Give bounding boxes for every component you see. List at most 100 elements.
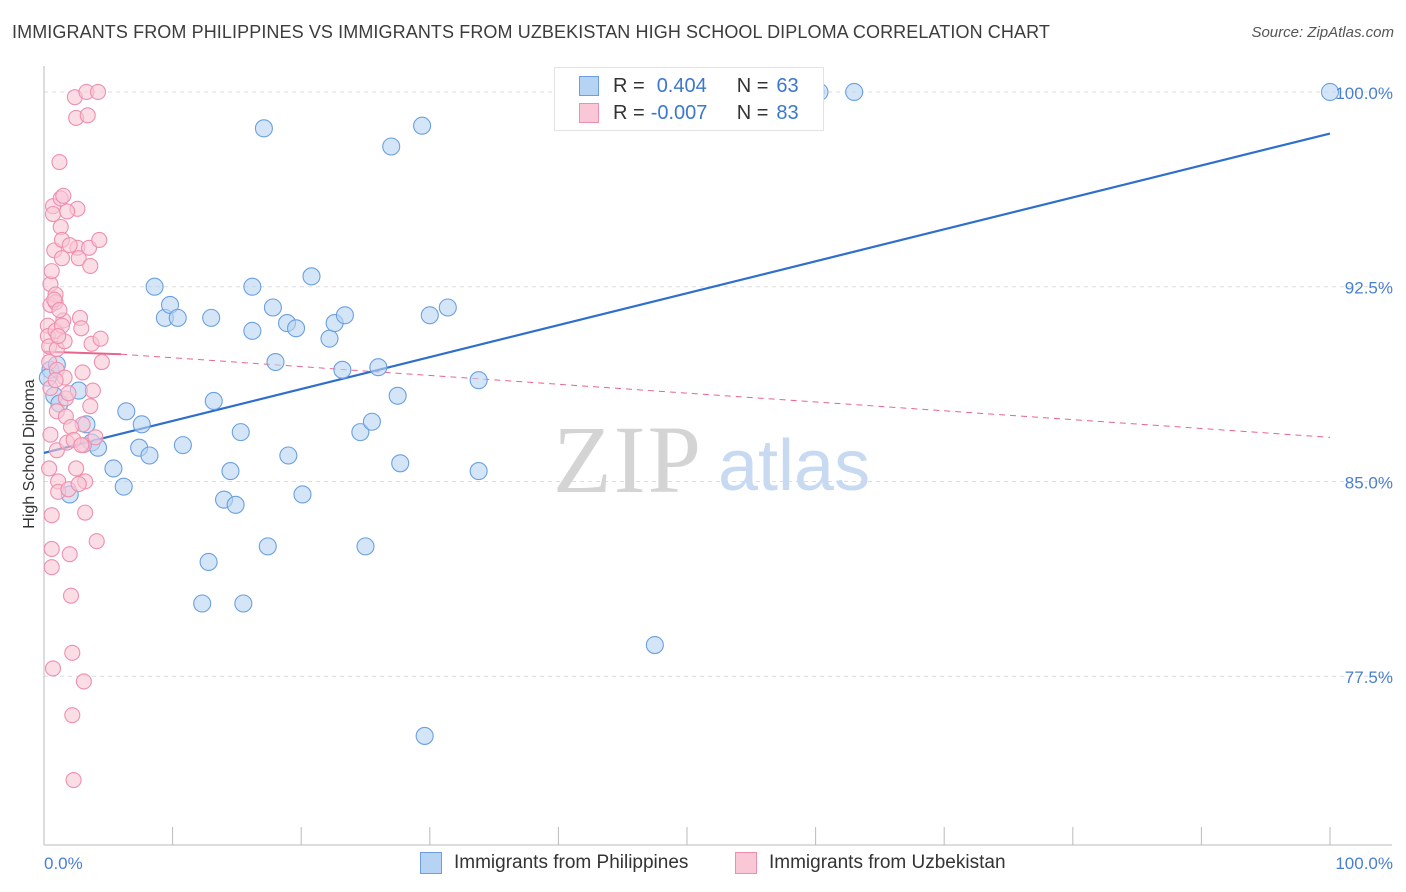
point-philippines — [391, 454, 410, 473]
point-uzbekistan — [41, 460, 58, 477]
legend-item-uzbekistan: Immigrants from Uzbekistan — [735, 852, 1006, 874]
point-philippines — [117, 402, 136, 421]
point-uzbekistan — [79, 107, 96, 124]
point-philippines — [388, 386, 407, 405]
point-uzbekistan — [88, 533, 105, 550]
point-philippines — [469, 462, 488, 481]
point-philippines — [351, 423, 370, 442]
point-uzbekistan — [74, 364, 91, 381]
point-philippines — [413, 116, 432, 135]
point-uzbekistan — [92, 330, 109, 347]
series-legend: Immigrants from Philippines Immigrants f… — [0, 852, 1406, 878]
point-philippines — [263, 298, 282, 317]
n-value-uzbekistan: 83 — [776, 101, 799, 124]
point-philippines — [168, 308, 187, 327]
point-uzbekistan — [73, 437, 90, 454]
blue-swatch — [579, 76, 599, 96]
point-uzbekistan — [43, 263, 60, 280]
point-philippines — [140, 446, 159, 465]
legend-label-uzbekistan: Immigrants from Uzbekistan — [769, 852, 1006, 873]
point-uzbekistan — [82, 257, 99, 274]
point-philippines — [204, 391, 223, 411]
point-uzbekistan — [91, 231, 108, 249]
point-uzbekistan — [43, 540, 60, 558]
point-uzbekistan — [73, 320, 90, 337]
blue-swatch — [420, 852, 442, 874]
point-philippines — [845, 82, 864, 102]
point-philippines — [234, 594, 253, 613]
x-tick-label: 0.0% — [44, 854, 83, 873]
point-uzbekistan — [84, 382, 101, 399]
legend-row-uzbekistan: R = -0.007 N = 83 — [579, 100, 799, 126]
y-tick-label: 100.0% — [1335, 84, 1393, 103]
source-credit: Source: ZipAtlas.com — [1251, 24, 1394, 41]
point-uzbekistan — [68, 460, 85, 477]
point-philippines — [202, 308, 221, 327]
pink-swatch — [735, 852, 757, 874]
point-uzbekistan — [77, 504, 94, 521]
point-uzbekistan — [64, 644, 81, 661]
point-philippines — [226, 495, 245, 514]
r-value-philippines: 0.404 — [656, 74, 707, 97]
point-uzbekistan — [62, 418, 80, 435]
point-uzbekistan — [47, 372, 64, 389]
point-philippines — [382, 137, 401, 156]
point-uzbekistan — [51, 154, 68, 171]
tick-labels: 77.5% 85.0% 92.5% 100.0% 0.0% 100.0% — [44, 84, 1393, 873]
chart-title: IMMIGRANTS FROM PHILIPPINES VS IMMIGRANT… — [12, 22, 1050, 42]
y-tick-label: 85.0% — [1345, 473, 1393, 492]
point-philippines — [243, 277, 262, 296]
point-uzbekistan — [55, 187, 72, 204]
point-philippines — [438, 298, 457, 317]
point-uzbekistan — [44, 205, 62, 223]
point-philippines — [266, 352, 285, 372]
point-philippines — [320, 329, 339, 348]
point-uzbekistan — [44, 660, 62, 677]
pink-swatch — [579, 103, 599, 123]
point-philippines — [420, 306, 439, 325]
point-philippines — [293, 485, 312, 504]
point-philippines — [254, 119, 273, 138]
point-philippines — [221, 462, 240, 481]
r-value-uzbekistan: -0.007 — [650, 101, 708, 124]
point-philippines — [279, 446, 298, 465]
point-uzbekistan — [93, 353, 110, 371]
correlation-legend: R = 0.404 N = 63 R = -0.007 N = 83 — [554, 67, 824, 131]
watermark-zip: ZIP — [553, 406, 703, 513]
point-uzbekistan — [75, 673, 92, 690]
point-uzbekistan — [70, 250, 87, 267]
point-uzbekistan — [62, 587, 80, 604]
point-uzbekistan — [60, 385, 77, 402]
point-uzbekistan — [61, 546, 78, 563]
point-philippines — [114, 477, 133, 496]
legend-row-philippines: R = 0.404 N = 63 — [579, 73, 799, 99]
watermark: ZIP atlas — [553, 406, 870, 513]
point-philippines — [132, 415, 151, 434]
point-uzbekistan — [87, 429, 104, 446]
point-uzbekistan — [82, 398, 99, 415]
point-philippines — [356, 537, 375, 556]
point-philippines — [369, 358, 388, 377]
point-uzbekistan — [51, 302, 68, 319]
point-philippines — [469, 371, 488, 390]
point-philippines — [193, 594, 212, 613]
axes — [43, 66, 1392, 846]
trend-lines — [43, 132, 1331, 454]
point-philippines — [199, 552, 218, 572]
n-value-philippines: 63 — [776, 74, 799, 97]
point-uzbekistan — [64, 707, 81, 724]
point-philippines — [362, 412, 381, 431]
data-points — [38, 82, 1340, 789]
point-uzbekistan — [42, 426, 59, 443]
point-uzbekistan — [70, 476, 87, 493]
point-uzbekistan — [59, 203, 76, 220]
x-tick-label: 100.0% — [1335, 854, 1393, 873]
point-uzbekistan — [61, 237, 78, 254]
point-philippines — [1320, 82, 1340, 102]
n-label: N = — [736, 74, 769, 97]
y-axis-label-wrap: High School Diploma — [16, 0, 40, 892]
r-label: R = — [613, 101, 645, 124]
point-philippines — [335, 306, 354, 325]
point-philippines — [243, 321, 262, 340]
